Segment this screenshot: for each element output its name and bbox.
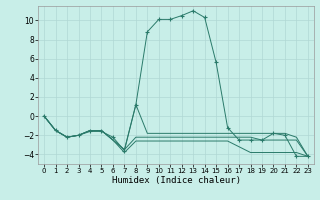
X-axis label: Humidex (Indice chaleur): Humidex (Indice chaleur) xyxy=(111,176,241,185)
